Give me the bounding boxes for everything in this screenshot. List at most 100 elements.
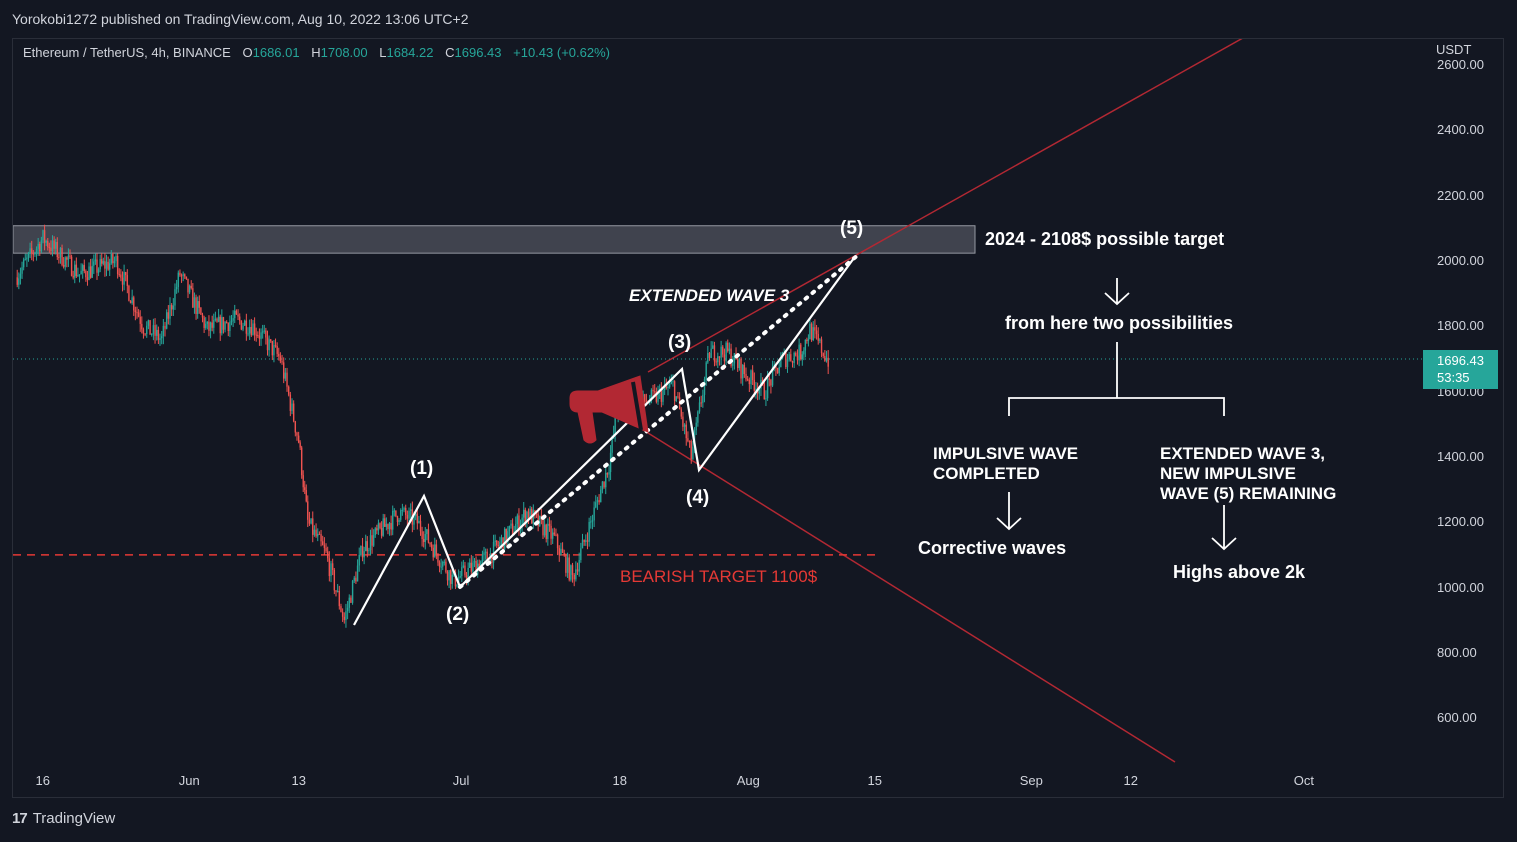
candle-body <box>250 327 253 336</box>
candle-body <box>697 411 699 423</box>
candle-body <box>19 273 22 279</box>
tradingview-logo-text: TradingView <box>32 810 116 827</box>
candle-body <box>710 348 712 358</box>
price-axis-tick: 2000.00 <box>1437 253 1484 268</box>
down-arrow-right-head <box>1211 537 1237 551</box>
candle-body <box>300 447 303 476</box>
candle-body <box>209 322 212 331</box>
candle-body <box>470 562 473 572</box>
candle-body <box>695 422 697 431</box>
low-label: L <box>379 45 387 60</box>
candle-body <box>712 345 714 349</box>
candle-body <box>312 518 314 535</box>
candle-body <box>318 533 321 535</box>
candle-body <box>454 572 457 587</box>
candle-body <box>217 316 220 322</box>
tradingview-logo[interactable]: 17 TradingView <box>12 810 115 827</box>
candle-body <box>263 330 265 332</box>
candle-body <box>66 257 68 260</box>
candle-body <box>157 329 160 340</box>
chart-frame[interactable] <box>12 38 1504 798</box>
candle-body <box>675 396 677 402</box>
candle-body <box>751 370 754 381</box>
candle-body <box>113 261 116 264</box>
candle-body <box>154 325 156 336</box>
candle-body <box>518 515 520 531</box>
candle-body <box>159 338 161 340</box>
currency-label[interactable]: USDT <box>1436 42 1472 57</box>
candle-body <box>593 507 595 521</box>
candle-body <box>377 523 380 531</box>
symbol-name[interactable]: Ethereum / TetherUS, 4h, BINANCE <box>23 45 231 60</box>
candle-body <box>185 276 188 279</box>
candle-body <box>34 252 36 255</box>
price-axis-tick: 2200.00 <box>1437 187 1484 203</box>
candle-body <box>305 490 307 502</box>
candle-body <box>227 323 229 332</box>
candle-body <box>260 332 262 339</box>
candle-body <box>677 396 679 398</box>
candle-body <box>313 529 316 535</box>
candle-body <box>418 520 420 524</box>
candle-body <box>575 569 577 580</box>
candle-body <box>561 548 564 553</box>
candle-body <box>426 529 428 535</box>
candle-body <box>248 327 251 334</box>
candle-body <box>368 550 370 552</box>
candle-body <box>585 540 587 542</box>
candle-body <box>448 570 450 581</box>
candle-body <box>768 378 770 380</box>
candle-body <box>358 555 360 566</box>
candle-body <box>707 353 709 363</box>
bearish-target-label: BEARISH TARGET 1100$ <box>620 567 818 586</box>
candle-body <box>328 558 331 577</box>
candle-body <box>753 380 756 391</box>
candle-body <box>598 500 600 503</box>
candle-body <box>101 259 103 264</box>
candle-body <box>700 402 702 404</box>
candle-body <box>526 511 528 524</box>
time-axis-tick: 18 <box>612 773 627 788</box>
candle-body <box>360 545 362 556</box>
candle-body <box>105 261 108 269</box>
candle-body <box>167 312 170 319</box>
candle-body <box>53 240 55 249</box>
candle-body <box>214 318 217 321</box>
candle-body <box>421 531 423 540</box>
candle-body <box>798 344 800 361</box>
high-value: 1708.00 <box>320 45 368 60</box>
candle-body <box>583 539 585 542</box>
candle-body <box>247 333 249 335</box>
candle-body <box>356 565 359 582</box>
candle-body <box>392 511 394 530</box>
candle-body <box>123 272 125 285</box>
price-axis-tick: 2600.00 <box>1437 57 1484 73</box>
candle-body <box>725 342 727 362</box>
wave-5-label: (5) <box>840 218 864 239</box>
candle-body <box>93 261 95 266</box>
candle-body <box>503 528 506 550</box>
candle-body <box>104 261 106 269</box>
candle-body <box>31 248 33 253</box>
candle-body <box>645 401 648 403</box>
candle-body <box>120 274 122 278</box>
last-price-tag: 1696.43 53:35 <box>1423 350 1498 389</box>
candle-body <box>508 525 511 532</box>
candle-body <box>432 547 434 558</box>
publisher-bar: Yorokobi1272 published on TradingView.co… <box>0 0 1517 38</box>
candle-body <box>532 510 535 524</box>
candle-body <box>442 561 444 567</box>
candle-body <box>308 519 311 524</box>
candle-body <box>26 257 28 260</box>
candle-body <box>529 508 531 520</box>
candle-body <box>268 339 270 351</box>
tradingview-logo-icon: 17 <box>12 810 28 827</box>
candle-body <box>614 417 616 434</box>
candle-body <box>64 257 66 267</box>
candle-body <box>788 354 790 360</box>
candle-body <box>190 285 192 289</box>
candle-body <box>170 305 173 310</box>
wave-4-label: (4) <box>686 487 710 508</box>
candle-body <box>806 339 808 342</box>
